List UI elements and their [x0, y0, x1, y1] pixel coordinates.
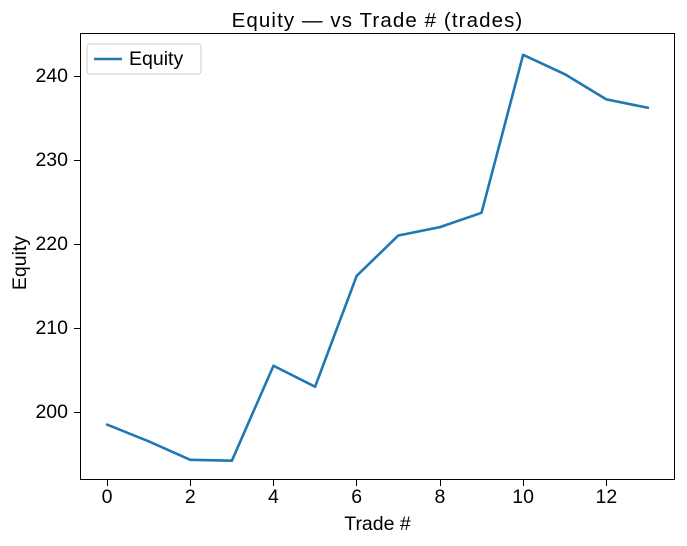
svg-text:0: 0 — [102, 486, 113, 508]
svg-text:2: 2 — [185, 486, 196, 508]
svg-text:6: 6 — [351, 486, 362, 508]
svg-text:210: 210 — [35, 317, 68, 339]
svg-text:4: 4 — [268, 486, 279, 508]
svg-text:200: 200 — [35, 401, 68, 423]
svg-text:8: 8 — [434, 486, 445, 508]
svg-text:240: 240 — [35, 65, 68, 87]
svg-text:12: 12 — [595, 486, 617, 508]
svg-text:10: 10 — [512, 486, 534, 508]
svg-text:Equity: Equity — [129, 48, 183, 70]
svg-text:230: 230 — [35, 149, 68, 171]
svg-text:220: 220 — [35, 233, 68, 255]
